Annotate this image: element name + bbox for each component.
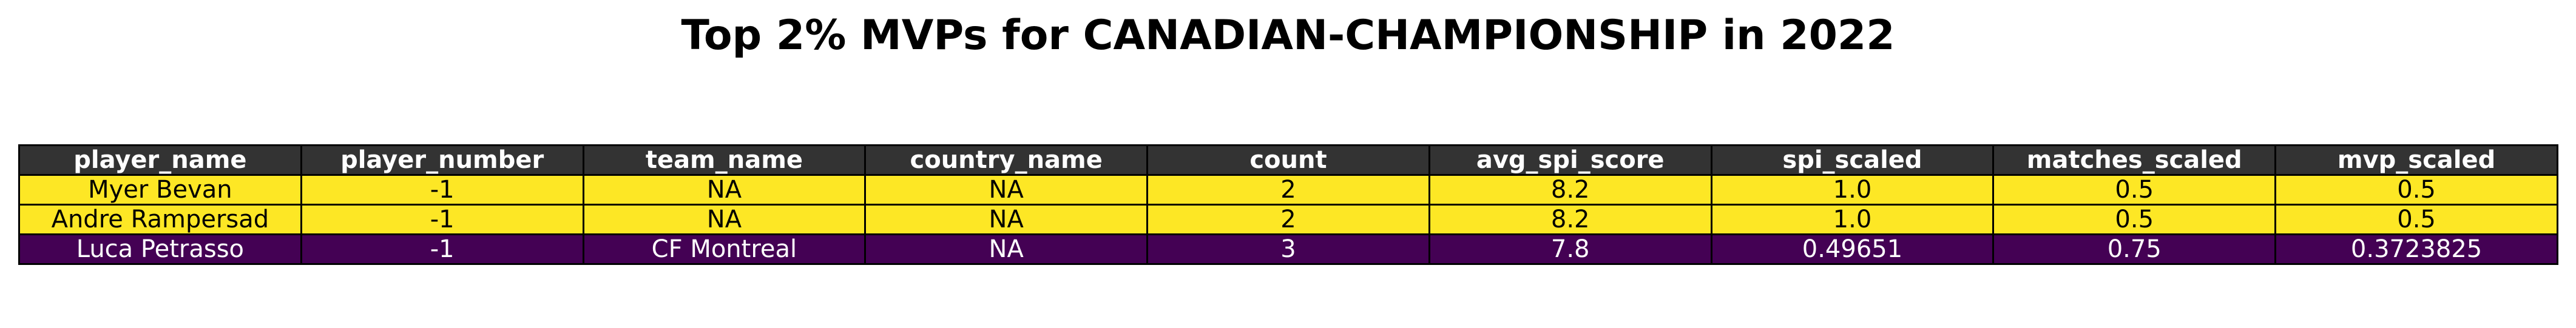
table-cell-country-name: NA — [864, 233, 1149, 265]
table-cell-avg-spi-score: 8.2 — [1428, 204, 1712, 235]
column-header-spi-scaled: spi_scaled — [1710, 144, 1995, 176]
table-cell-player-number: -1 — [300, 174, 584, 206]
table-cell-count: 3 — [1146, 233, 1430, 265]
column-header-mvp-scaled: mvp_scaled — [2274, 144, 2558, 176]
header-row: player_name player_number team_name country… — [18, 144, 2558, 176]
table-header: player_name player_number team_name country… — [18, 144, 2558, 176]
chart-title: Top 2% MVPs for CANADIAN-CHAMPIONSHIP in… — [681, 12, 1895, 59]
table-cell-mvp-scaled: 0.3723825 — [2274, 233, 2558, 265]
table-cell-spi-scaled: 0.49651 — [1710, 233, 1995, 265]
table-row: Myer Bevan -1 NA NA 2 8.2 1.0 0.5 0.5 — [18, 174, 2558, 206]
table-cell-avg-spi-score: 7.8 — [1428, 233, 1712, 265]
table-cell-count: 2 — [1146, 204, 1430, 235]
table-cell-mvp-scaled: 0.5 — [2274, 174, 2558, 206]
table-cell-player-name: Luca Petrasso — [18, 233, 302, 265]
column-header-player-name: player_name — [18, 144, 302, 176]
column-header-avg-spi-score: avg_spi_score — [1428, 144, 1712, 176]
column-header-country-name: country_name — [864, 144, 1149, 176]
table-cell-count: 2 — [1146, 174, 1430, 206]
table-cell-team-name: CF Montreal — [582, 233, 867, 265]
table-cell-matches-scaled: 0.75 — [1992, 233, 2277, 265]
table-body: Myer Bevan -1 NA NA 2 8.2 1.0 0.5 0.5 Andre Rampe… — [18, 174, 2558, 265]
table-cell-player-number: -1 — [300, 204, 584, 235]
table-cell-country-name: NA — [864, 204, 1149, 235]
column-header-player-number: player_number — [300, 144, 584, 176]
table-cell-mvp-scaled: 0.5 — [2274, 204, 2558, 235]
column-header-count: count — [1146, 144, 1430, 176]
table-cell-avg-spi-score: 8.2 — [1428, 174, 1712, 206]
table-cell-matches-scaled: 0.5 — [1992, 204, 2277, 235]
table-cell-team-name: NA — [582, 174, 867, 206]
table-cell-player-number: -1 — [300, 233, 584, 265]
table-row: Luca Petrasso -1 CF Montreal NA 3 7.8 0.49651 0… — [18, 233, 2558, 265]
table-cell-spi-scaled: 1.0 — [1710, 174, 1995, 206]
table-cell-matches-scaled: 0.5 — [1992, 174, 2277, 206]
table-cell-country-name: NA — [864, 174, 1149, 206]
mvp-table: player_name player_number team_name country… — [18, 144, 2558, 265]
table-cell-player-name: Andre Rampersad — [18, 204, 302, 235]
column-header-team-name: team_name — [582, 144, 867, 176]
table-cell-spi-scaled: 1.0 — [1710, 204, 1995, 235]
table-row: Andre Rampersad -1 NA NA 2 8.2 1.0 0.5 0.5 — [18, 204, 2558, 235]
table-cell-player-name: Myer Bevan — [18, 174, 302, 206]
column-header-matches-scaled: matches_scaled — [1992, 144, 2277, 176]
mvp-table-container: player_name player_number team_name country… — [18, 144, 2558, 265]
table-cell-team-name: NA — [582, 204, 867, 235]
